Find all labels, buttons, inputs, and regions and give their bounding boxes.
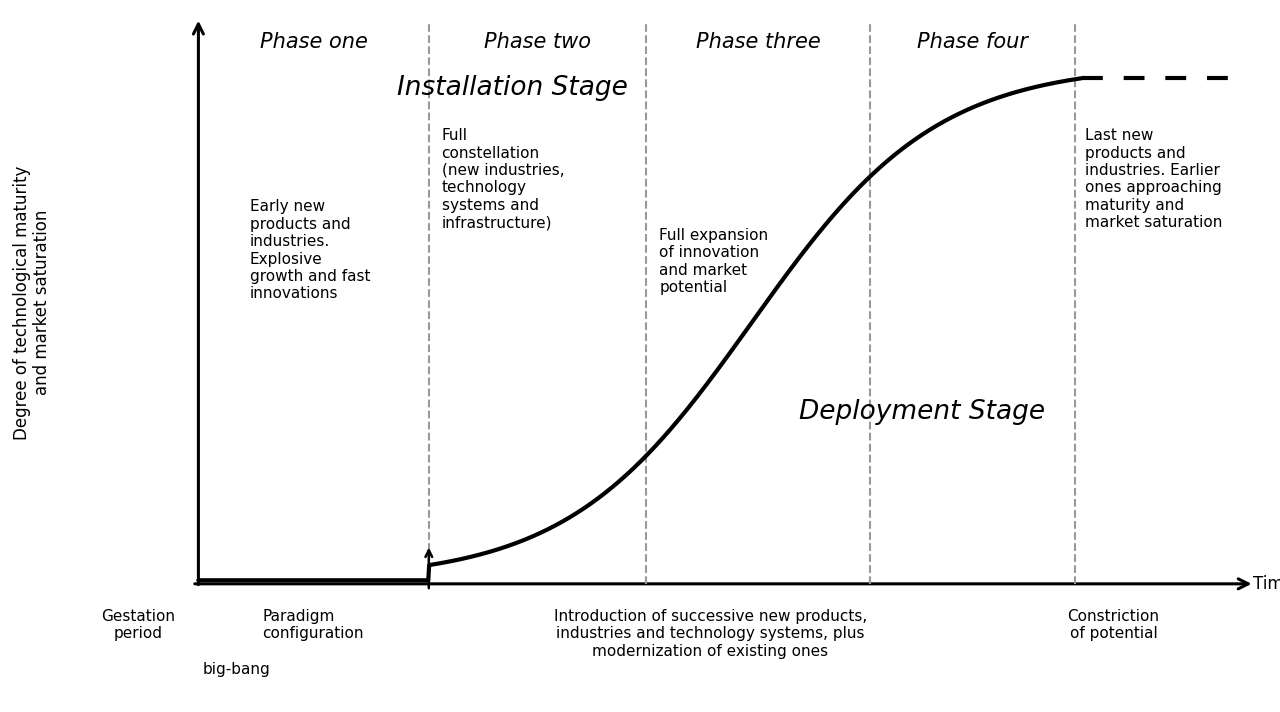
Text: Installation Stage: Installation Stage bbox=[397, 75, 627, 101]
Text: Time: Time bbox=[1253, 575, 1280, 593]
Text: Full
constellation
(new industries,
technology
systems and
infrastructure): Full constellation (new industries, tech… bbox=[442, 128, 564, 230]
Text: Full expansion
of innovation
and market
potential: Full expansion of innovation and market … bbox=[659, 228, 768, 295]
Text: Introduction of successive new products,
industries and technology systems, plus: Introduction of successive new products,… bbox=[554, 609, 867, 659]
Text: Gestation
period: Gestation period bbox=[101, 609, 175, 642]
Text: Phase four: Phase four bbox=[918, 32, 1028, 52]
Text: Degree of technological maturity
and market saturation: Degree of technological maturity and mar… bbox=[13, 165, 51, 440]
Text: Phase three: Phase three bbox=[696, 32, 820, 52]
Text: Constriction
of potential: Constriction of potential bbox=[1068, 609, 1160, 642]
Text: Early new
products and
industries.
Explosive
growth and fast
innovations: Early new products and industries. Explo… bbox=[250, 199, 370, 301]
Text: Deployment Stage: Deployment Stage bbox=[799, 399, 1044, 425]
Text: Last new
products and
industries. Earlier
ones approaching
maturity and
market s: Last new products and industries. Earlie… bbox=[1085, 128, 1222, 230]
Text: Phase one: Phase one bbox=[260, 32, 367, 52]
Text: big-bang: big-bang bbox=[204, 662, 270, 677]
Text: Phase two: Phase two bbox=[484, 32, 591, 52]
Text: Paradigm
configuration: Paradigm configuration bbox=[262, 609, 364, 642]
